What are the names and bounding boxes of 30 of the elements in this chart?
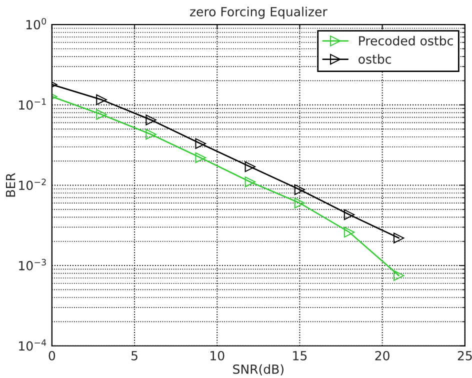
point bbox=[146, 128, 156, 140]
point bbox=[146, 114, 156, 126]
point bbox=[244, 176, 256, 188]
point bbox=[195, 152, 206, 164]
point bbox=[294, 184, 306, 196]
point bbox=[96, 109, 107, 120]
y-tick-label: 10$^{−3}$ bbox=[19, 258, 46, 270]
y-tick-label: 10$^{0}$ bbox=[26, 18, 46, 30]
point bbox=[393, 232, 404, 244]
y-axis-title: BER bbox=[6, 173, 16, 197]
legend-label: Precoded ostbc bbox=[359, 36, 453, 46]
x-tick-label: 25 bbox=[458, 350, 472, 360]
point bbox=[96, 94, 107, 106]
point bbox=[393, 270, 404, 281]
point bbox=[195, 138, 206, 149]
point bbox=[294, 198, 306, 208]
legend-label: ostbc bbox=[358, 54, 391, 64]
chart-title: zero Forcing Equalizer bbox=[190, 6, 328, 19]
x-tick-label: 0 bbox=[48, 350, 56, 360]
x-tick-label: 20 bbox=[375, 350, 390, 360]
x-tick-label: 5 bbox=[132, 351, 138, 360]
point bbox=[344, 226, 355, 238]
y-tick-label: 10$^{−1}$ bbox=[19, 98, 46, 110]
x-axis-title: SNR(dB) bbox=[233, 364, 284, 376]
y-tick-label: 10$^{−2}$ bbox=[19, 178, 46, 190]
x-tick-label: 15 bbox=[293, 351, 307, 360]
point bbox=[244, 161, 256, 172]
y-tick-label: 10$^{−4}$ bbox=[19, 339, 46, 351]
point bbox=[344, 209, 355, 220]
x-tick-label: 10 bbox=[210, 350, 224, 360]
